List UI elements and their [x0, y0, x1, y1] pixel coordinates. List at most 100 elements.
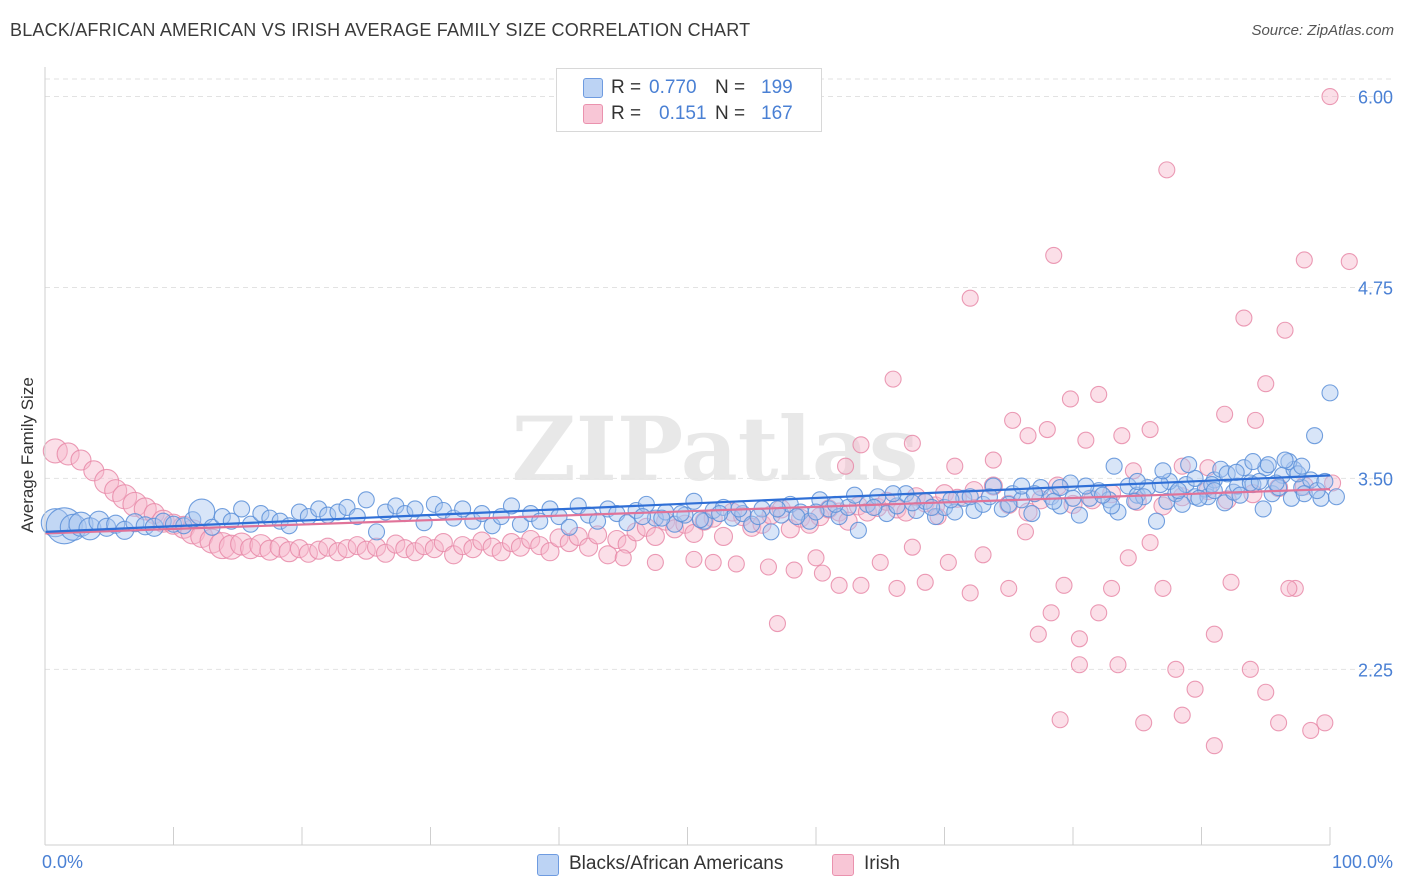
blacks-point	[691, 511, 709, 529]
irish-point	[852, 436, 870, 454]
blacks-point	[1218, 465, 1236, 483]
blacks-point	[1259, 456, 1277, 474]
irish-point	[289, 539, 309, 559]
irish-point	[961, 584, 979, 602]
irish-point	[540, 542, 560, 562]
irish-points	[42, 87, 1358, 755]
blacks-point	[1321, 384, 1339, 402]
irish-point	[646, 553, 664, 571]
blacks-point	[1244, 453, 1262, 471]
irish-point	[704, 553, 722, 571]
irish-point	[1167, 660, 1185, 678]
blacks-point	[1254, 500, 1272, 518]
irish-point	[1257, 375, 1275, 393]
blacks-point	[1306, 427, 1324, 445]
irish-point	[208, 532, 236, 560]
blacks-point	[646, 509, 664, 527]
blacks-point	[788, 508, 806, 526]
irish-point	[1186, 680, 1204, 698]
irish-point	[837, 457, 855, 475]
y-tick-label: 3.50	[1358, 469, 1393, 489]
blacks-point	[1094, 486, 1112, 504]
correlation-legend: R = 0.770 N = 199 R = 0.151 N = 167	[556, 68, 822, 132]
blacks-point	[406, 500, 424, 518]
irish-point	[1000, 579, 1018, 597]
trend-lines	[44, 474, 1331, 535]
irish-point	[510, 537, 531, 557]
legend-label: Irish	[864, 853, 900, 874]
r-value: 0.151	[659, 103, 707, 124]
irish-point	[1045, 246, 1063, 264]
irish-point	[813, 564, 831, 582]
irish-point	[83, 460, 105, 482]
irish-point	[916, 573, 934, 591]
blacks-point	[633, 508, 652, 526]
r-label: R =	[611, 103, 642, 124]
blacks-point	[1070, 506, 1088, 524]
irish-point	[1295, 251, 1313, 269]
irish-point	[1063, 494, 1083, 514]
blacks-point	[560, 518, 578, 536]
irish-point	[112, 484, 138, 510]
blacks-point	[1147, 512, 1166, 530]
blacks-point	[1276, 451, 1294, 469]
blacks-point	[348, 508, 366, 526]
irish-point	[884, 370, 902, 388]
irish-point	[665, 519, 685, 539]
irish-point	[759, 558, 778, 576]
irish-point	[685, 550, 703, 568]
blacks-trend-line	[44, 474, 1331, 533]
blacks-point	[849, 521, 867, 539]
blacks-point	[1128, 472, 1146, 491]
blacks-point	[826, 495, 844, 513]
gridlines	[45, 78, 1392, 670]
blacks-point	[801, 512, 819, 530]
blacks-point	[865, 498, 883, 516]
irish-point	[984, 451, 1002, 469]
blacks-point	[1151, 475, 1169, 494]
irish-point	[713, 526, 734, 547]
n-value: 167	[761, 103, 793, 124]
axes: 2.25 3.50 4.75 6.00 0.0% 100.0%	[42, 67, 1393, 872]
x-tick-label-max: 100.0%	[1332, 852, 1393, 872]
irish-point	[888, 579, 906, 597]
blacks-point	[1045, 492, 1063, 510]
blacks-point	[1169, 482, 1187, 500]
blacks-point	[357, 491, 375, 509]
irish-point	[903, 434, 921, 452]
irish-point	[807, 549, 825, 567]
x-tick-label-min: 0.0%	[42, 852, 83, 872]
blacks-point	[415, 514, 433, 532]
blacks-point	[1000, 495, 1018, 513]
blacks-point	[1023, 504, 1041, 523]
blacks-point	[367, 523, 386, 541]
legend-swatch-pink	[583, 104, 603, 124]
blacks-point	[1293, 457, 1311, 475]
irish-point	[1246, 411, 1265, 429]
irish-point	[838, 511, 858, 531]
irish-point	[939, 553, 957, 571]
blacks-point	[749, 508, 767, 526]
irish-point	[482, 537, 502, 557]
irish-point	[1158, 161, 1176, 179]
blacks-point	[1327, 488, 1345, 506]
irish-point	[1257, 683, 1275, 701]
irish-point	[1241, 660, 1259, 678]
irish-point	[1280, 579, 1298, 597]
irish-point	[1321, 87, 1339, 106]
irish-point	[56, 442, 80, 466]
y-tick-label: 2.25	[1358, 660, 1393, 680]
irish-point	[1276, 321, 1294, 339]
irish-point	[1077, 431, 1095, 449]
irish-point	[1270, 714, 1288, 732]
blacks-point	[1205, 482, 1223, 500]
irish-point	[386, 534, 406, 554]
source-label: Source: ZipAtlas.com	[1251, 22, 1394, 39]
blacks-point	[965, 501, 983, 520]
blacks-point	[1180, 456, 1198, 474]
blacks-point	[425, 495, 443, 513]
blacks-point	[1105, 457, 1123, 475]
irish-point	[94, 468, 120, 495]
irish-point	[961, 289, 979, 307]
irish-point	[1141, 420, 1159, 439]
